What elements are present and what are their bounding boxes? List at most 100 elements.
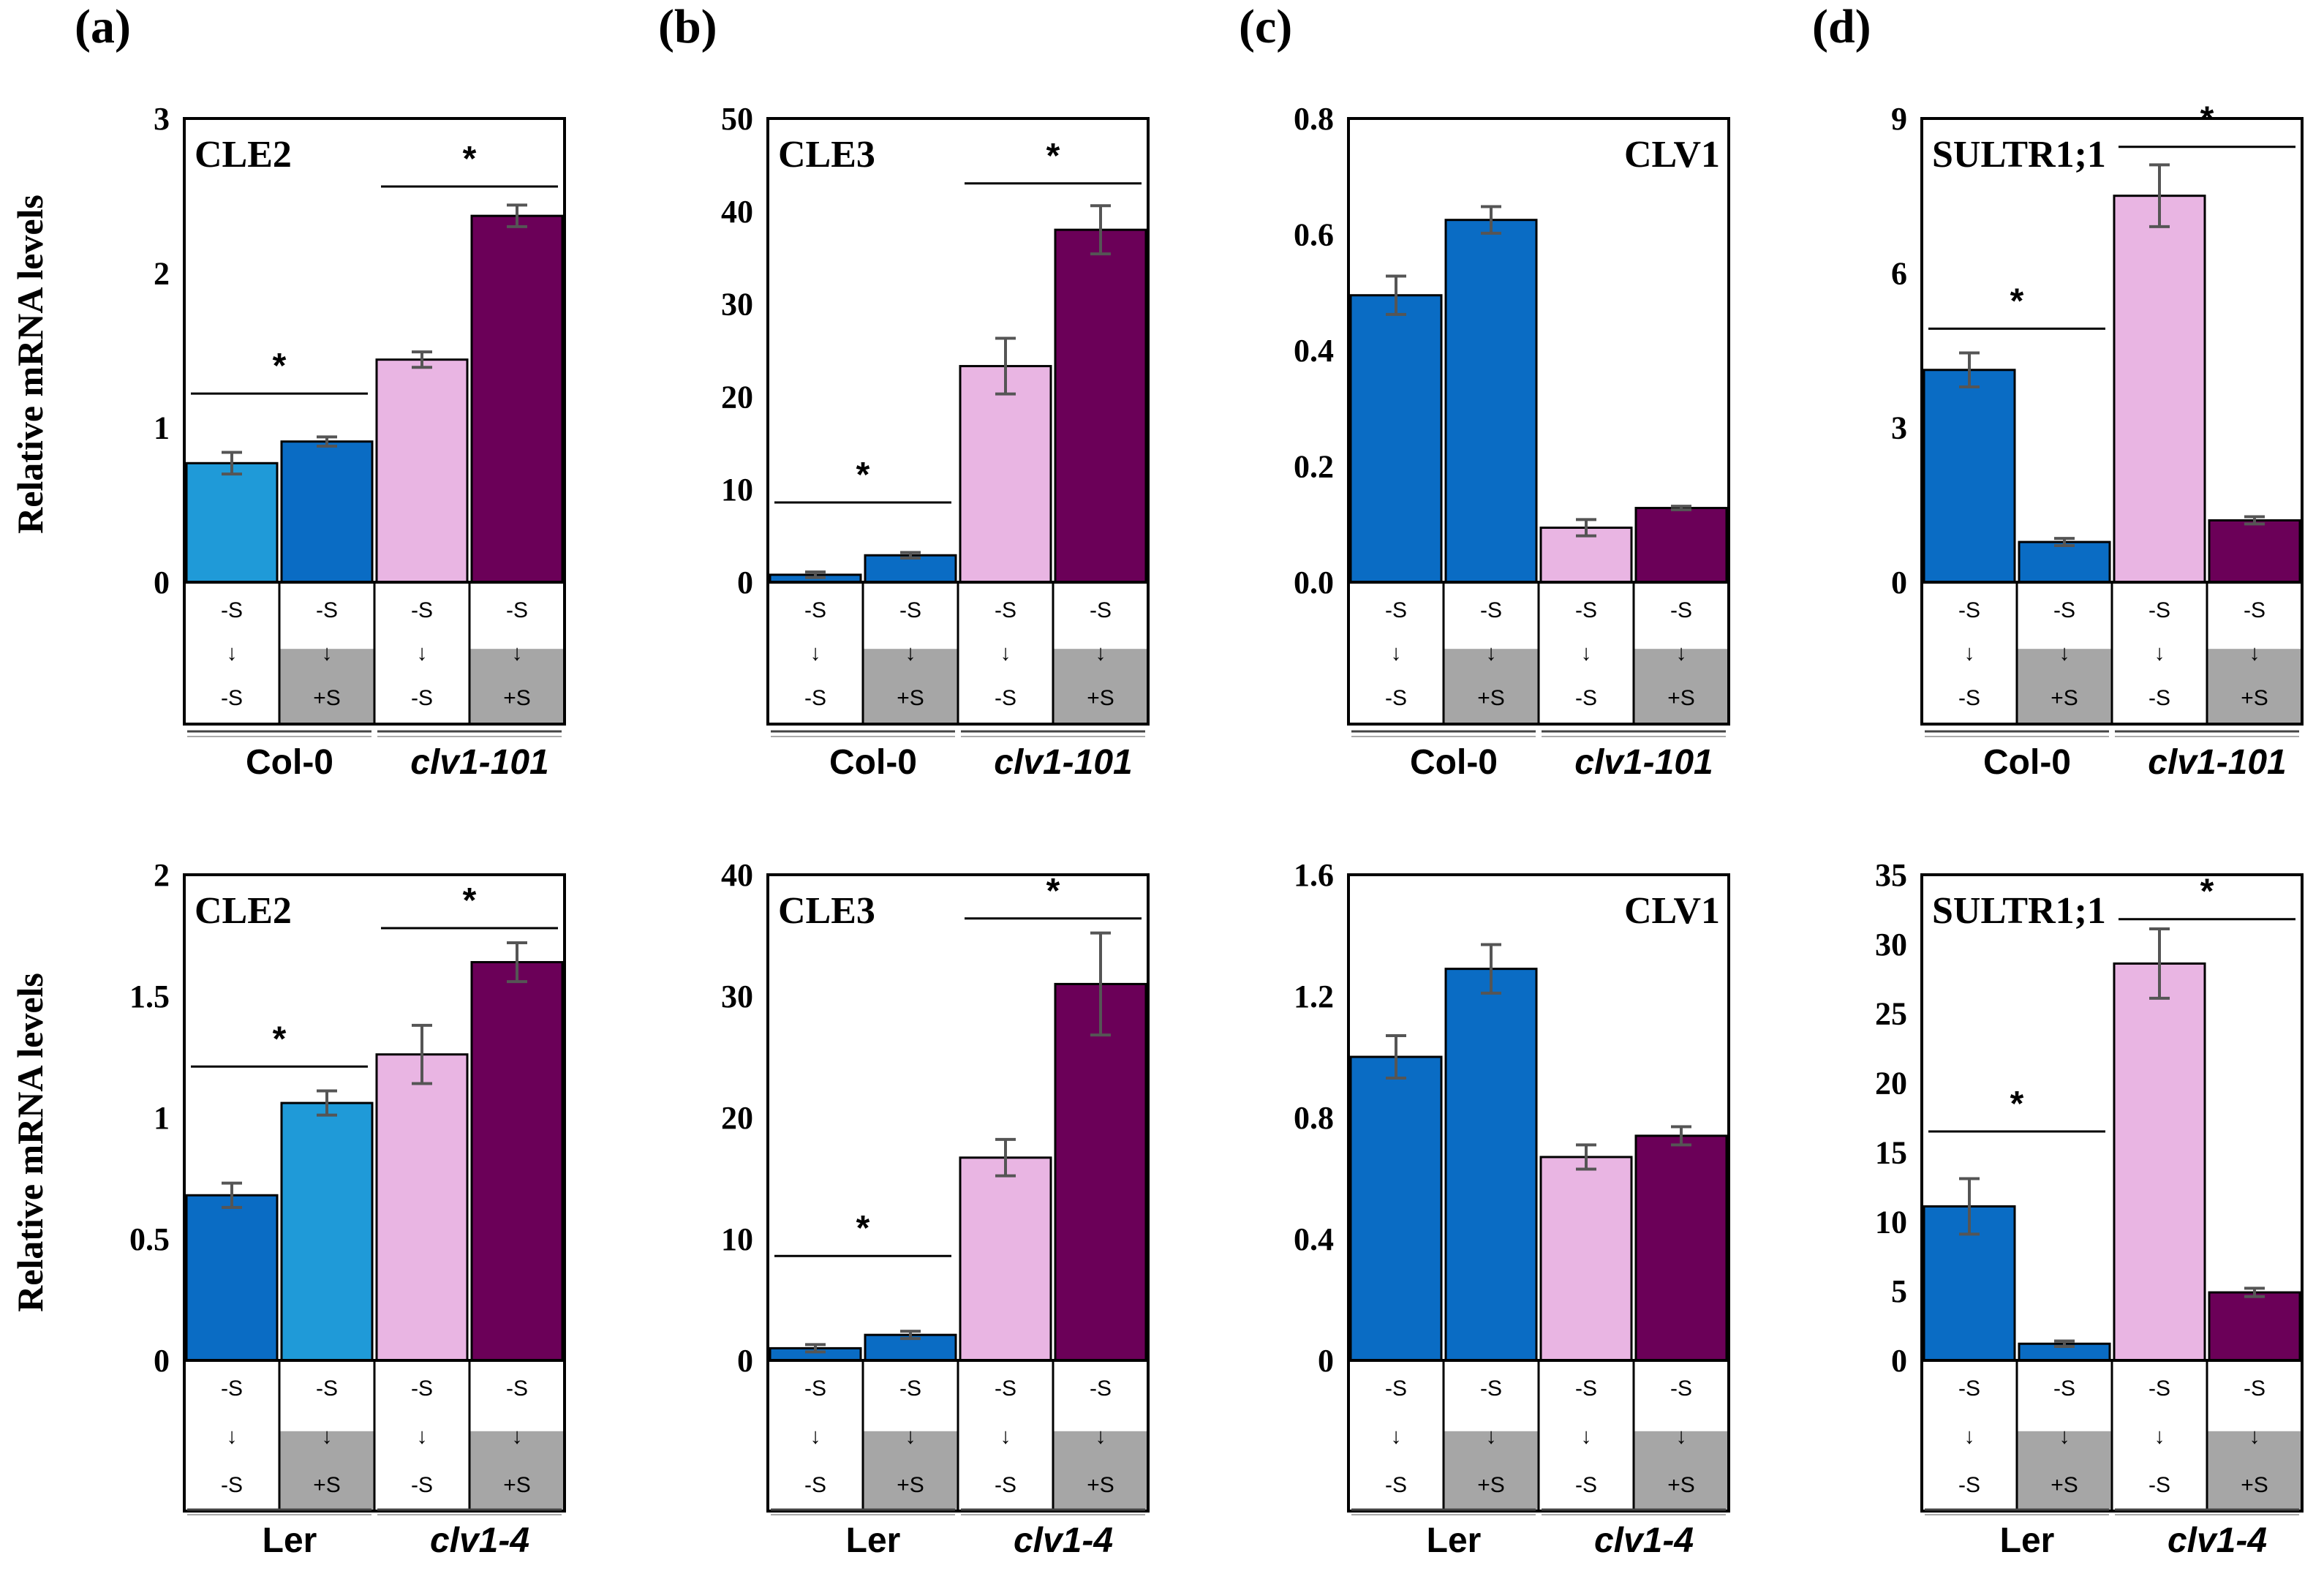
arrow-down-icon: ↓	[1391, 1424, 1402, 1448]
y-tick-label: 0	[737, 565, 753, 600]
y-tick-label: 0	[154, 1343, 170, 1379]
condition-shade	[863, 649, 958, 724]
arrow-down-icon: ↓	[322, 1424, 333, 1448]
error-bar	[222, 451, 242, 476]
condition-end: +S	[1087, 686, 1114, 710]
bar	[1349, 294, 1443, 584]
condition-shade	[1634, 649, 1729, 724]
condition-end: -S	[221, 1473, 243, 1497]
condition-end: -S	[411, 1473, 433, 1497]
condition-end: +S	[1667, 686, 1695, 710]
error-bar	[1386, 1033, 1406, 1080]
arrow-down-icon: ↓	[810, 1424, 821, 1448]
condition-shade	[2017, 1431, 2112, 1511]
condition-shade	[2207, 1431, 2302, 1511]
chart-panel-1: (a) 0 1 2 3 * * -S ↓ -S -S ↓ +S -S ↓ -S -S ↓ +S Col-0 clv1-1…	[75, 0, 566, 782]
y-tick-label: 1.2	[1294, 979, 1334, 1014]
genotype-label: clv1-4	[1594, 1521, 1694, 1560]
condition-start: -S	[1480, 598, 1502, 622]
arrow-down-icon: ↓	[2059, 641, 2070, 666]
y-tick-label: 15	[1875, 1134, 1907, 1170]
error-bar	[805, 1343, 826, 1354]
condition-end: -S	[995, 686, 1016, 710]
genotype-label: Ler	[1427, 1521, 1482, 1560]
condition-end: +S	[897, 686, 924, 710]
y-tick-label: 0	[737, 1343, 753, 1379]
significance-star: *	[463, 881, 477, 920]
gene-title: SULTR1;1	[1932, 134, 2106, 176]
genotype-label: Col-0	[1983, 743, 2071, 782]
condition-shade	[863, 1431, 958, 1511]
y-axis-label-top: Relative mRNA levels	[10, 195, 50, 534]
condition-start: -S	[1385, 1376, 1407, 1401]
error-bar	[412, 1023, 432, 1085]
panel-label: (a)	[75, 0, 131, 53]
condition-shade	[1444, 649, 1539, 724]
gene-title: CLE2	[195, 890, 292, 932]
condition-shade	[1444, 1431, 1539, 1511]
condition-shade	[279, 1431, 374, 1511]
y-tick-label: 1	[154, 1100, 170, 1136]
condition-start: -S	[995, 598, 1016, 622]
error-bar	[805, 570, 826, 579]
bar	[185, 462, 279, 584]
chart-panel-2: (b) 0 10 20 30 40 50 * * -S ↓ -S -S ↓ +S -S ↓ -S -S ↓ +S Col-…	[658, 0, 1150, 782]
arrow-down-icon: ↓	[227, 1424, 238, 1448]
genotype-label: clv1-4	[1014, 1521, 1113, 1560]
error-bar	[995, 336, 1016, 396]
arrow-down-icon: ↓	[1486, 1424, 1497, 1448]
condition-start: -S	[1090, 598, 1112, 622]
panel-label: (d)	[1812, 0, 1871, 53]
arrow-down-icon: ↓	[1964, 1424, 1975, 1448]
bar	[470, 214, 564, 584]
genotype-label: clv1-101	[994, 743, 1133, 782]
y-tick-label: 30	[721, 979, 753, 1014]
y-tick-label: 0.6	[1294, 217, 1334, 253]
condition-end: -S	[1575, 686, 1597, 710]
condition-end: +S	[2241, 686, 2268, 710]
condition-shade	[469, 1431, 565, 1511]
y-tick-label: 0	[154, 565, 170, 600]
condition-start: -S	[316, 598, 338, 622]
error-bar	[1481, 205, 1501, 235]
condition-end: +S	[1087, 1473, 1114, 1497]
gene-title: CLE3	[778, 134, 875, 176]
gene-title: SULTR1;1	[1932, 890, 2106, 932]
gene-title: CLV1	[1624, 890, 1720, 932]
condition-start: -S	[316, 1376, 338, 1401]
arrow-down-icon: ↓	[1581, 1424, 1592, 1448]
arrow-down-icon: ↓	[1095, 641, 1106, 666]
bar	[1349, 1055, 1443, 1362]
condition-shade	[469, 649, 565, 724]
y-tick-label: 20	[721, 1100, 753, 1136]
arrow-down-icon: ↓	[2249, 641, 2260, 666]
bar	[185, 1194, 279, 1362]
y-tick-label: 0.4	[1294, 1221, 1334, 1257]
error-bar	[1671, 1125, 1691, 1147]
y-tick-label: 10	[721, 472, 753, 508]
y-tick-label: 1.5	[129, 979, 170, 1014]
error-bar	[507, 941, 527, 984]
error-bar	[995, 1137, 1016, 1178]
arrow-down-icon: ↓	[322, 641, 333, 666]
condition-end: -S	[221, 686, 243, 710]
condition-end: -S	[1958, 686, 1980, 710]
y-tick-label: 6	[1891, 255, 1907, 291]
bar	[1923, 369, 2016, 584]
condition-start: -S	[2053, 598, 2075, 622]
y-tick-label: 25	[1875, 996, 1907, 1032]
error-bar	[1090, 204, 1111, 256]
bar	[1054, 228, 1147, 584]
y-tick-label: 20	[721, 379, 753, 415]
significance-star: *	[856, 1209, 870, 1248]
y-tick-label: 3	[154, 101, 170, 137]
arrow-down-icon: ↓	[1391, 641, 1402, 666]
bar	[1539, 1156, 1633, 1362]
condition-start: -S	[995, 1376, 1016, 1401]
y-tick-label: 0.0	[1294, 565, 1334, 600]
arrow-down-icon: ↓	[905, 1424, 916, 1448]
condition-start: -S	[1958, 598, 1980, 622]
condition-end: +S	[1667, 1473, 1695, 1497]
condition-end: +S	[313, 686, 341, 710]
